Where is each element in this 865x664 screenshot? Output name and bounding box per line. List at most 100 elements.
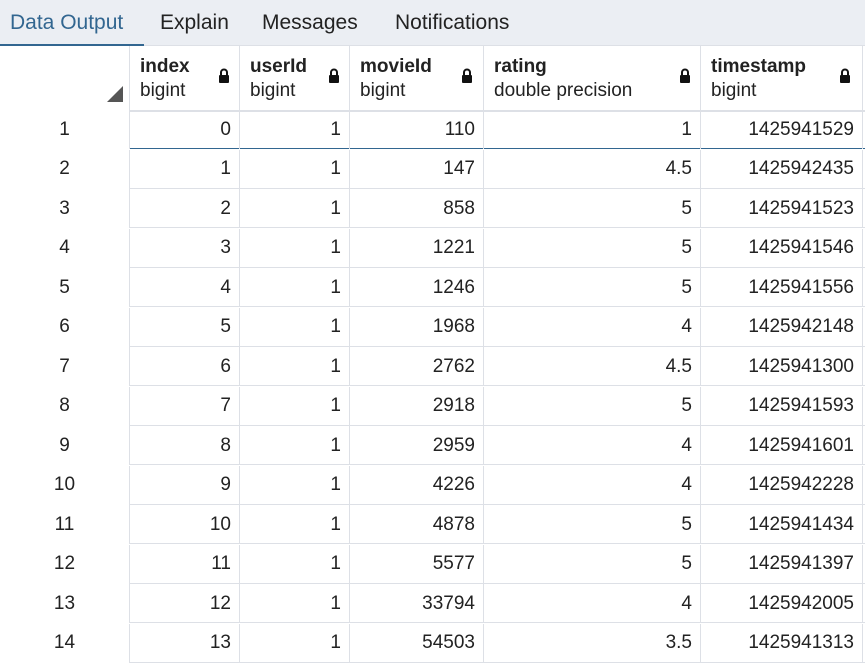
table-cell[interactable]: 1425941313	[701, 623, 863, 663]
table-cell[interactable]: 2959	[350, 426, 484, 465]
table-cell[interactable]: 13	[130, 623, 240, 663]
tab-notifications[interactable]: Notifications	[395, 0, 535, 46]
table-cell[interactable]: 1425941556	[701, 268, 863, 307]
table-cell[interactable]: 1221	[350, 228, 484, 268]
table-cell[interactable]: 1425942228	[701, 465, 863, 505]
table-cell[interactable]: 1425941523	[701, 189, 863, 228]
table-cell[interactable]: 4.5	[484, 347, 701, 386]
table-cell[interactable]: 858	[350, 189, 484, 228]
table-row[interactable]: 4 3 1 1221 5 1425941546	[0, 228, 865, 268]
column-header-userid[interactable]: userId bigint	[240, 46, 350, 110]
table-cell[interactable]: 1	[240, 268, 350, 307]
table-cell[interactable]: 5	[484, 189, 701, 228]
row-number[interactable]: 8	[0, 386, 130, 426]
table-cell[interactable]: 1425941546	[701, 228, 863, 268]
table-cell[interactable]: 1	[240, 465, 350, 505]
table-row[interactable]: 8 7 1 2918 5 1425941593	[0, 386, 865, 426]
table-cell[interactable]: 33794	[350, 584, 484, 623]
table-cell[interactable]: 2	[130, 189, 240, 228]
table-cell[interactable]: 4.5	[484, 149, 701, 189]
table-cell[interactable]: 1	[240, 584, 350, 623]
table-cell[interactable]: 1425942148	[701, 307, 863, 347]
row-number[interactable]: 3	[0, 189, 130, 228]
column-header-timestamp[interactable]: timestamp bigint	[701, 46, 863, 110]
table-cell[interactable]: 5	[130, 307, 240, 347]
row-number[interactable]: 6	[0, 307, 130, 347]
table-cell[interactable]: 1425941601	[701, 426, 863, 465]
table-cell[interactable]: 4	[484, 307, 701, 347]
row-header-corner[interactable]	[0, 46, 130, 110]
table-cell[interactable]: 1	[240, 426, 350, 465]
table-cell[interactable]: 5	[484, 544, 701, 584]
table-cell[interactable]: 6	[130, 347, 240, 386]
tab-messages[interactable]: Messages	[262, 0, 372, 46]
table-cell[interactable]: 10	[130, 505, 240, 544]
row-number[interactable]: 7	[0, 347, 130, 386]
table-row[interactable]: 13 12 1 33794 4 1425942005	[0, 584, 865, 623]
table-cell[interactable]: 4	[484, 465, 701, 505]
table-cell[interactable]: 4226	[350, 465, 484, 505]
table-cell[interactable]: 147	[350, 149, 484, 189]
table-cell[interactable]: 1	[240, 110, 350, 149]
table-cell[interactable]: 7	[130, 386, 240, 426]
table-cell[interactable]: 4878	[350, 505, 484, 544]
table-cell[interactable]: 1	[240, 307, 350, 347]
row-number[interactable]: 13	[0, 584, 130, 623]
table-cell[interactable]: 12	[130, 584, 240, 623]
tab-data-output[interactable]: Data Output	[0, 0, 144, 47]
table-cell[interactable]: 1	[240, 347, 350, 386]
table-cell[interactable]: 1425942435	[701, 149, 863, 189]
table-cell[interactable]: 4	[484, 426, 701, 465]
table-cell[interactable]: 1425942005	[701, 584, 863, 623]
table-cell[interactable]: 1	[240, 189, 350, 228]
table-row[interactable]: 7 6 1 2762 4.5 1425941300	[0, 347, 865, 386]
table-row[interactable]: 14 13 1 54503 3.5 1425941313	[0, 623, 865, 663]
row-number[interactable]: 9	[0, 426, 130, 465]
table-cell[interactable]: 5	[484, 268, 701, 307]
table-cell[interactable]: 110	[350, 110, 484, 149]
table-cell[interactable]: 0	[130, 110, 240, 149]
table-cell[interactable]: 5	[484, 505, 701, 544]
table-cell[interactable]: 1	[484, 110, 701, 149]
column-header-rating[interactable]: rating double precision	[484, 46, 701, 110]
table-cell[interactable]: 5	[484, 228, 701, 268]
row-number[interactable]: 14	[0, 623, 130, 663]
table-cell[interactable]: 1	[240, 228, 350, 268]
column-header-movieid[interactable]: movieId bigint	[350, 46, 484, 110]
table-cell[interactable]: 3	[130, 228, 240, 268]
table-row[interactable]: 5 4 1 1246 5 1425941556	[0, 268, 865, 307]
table-cell[interactable]: 1	[240, 149, 350, 189]
row-number[interactable]: 12	[0, 544, 130, 584]
table-row[interactable]: 6 5 1 1968 4 1425942148	[0, 307, 865, 347]
table-row[interactable]: 2 1 1 147 4.5 1425942435	[0, 149, 865, 189]
table-row[interactable]: 11 10 1 4878 5 1425941434	[0, 505, 865, 544]
table-row[interactable]: 3 2 1 858 5 1425941523	[0, 189, 865, 228]
table-cell[interactable]: 1	[240, 505, 350, 544]
row-number[interactable]: 11	[0, 505, 130, 544]
table-cell[interactable]: 4	[484, 584, 701, 623]
tab-explain[interactable]: Explain	[160, 0, 250, 46]
table-cell[interactable]: 1425941593	[701, 386, 863, 426]
table-cell[interactable]: 1425941434	[701, 505, 863, 544]
table-row[interactable]: 9 8 1 2959 4 1425941601	[0, 426, 865, 465]
row-number[interactable]: 1	[0, 110, 130, 149]
table-cell[interactable]: 54503	[350, 623, 484, 663]
table-cell[interactable]: 1968	[350, 307, 484, 347]
table-cell[interactable]: 8	[130, 426, 240, 465]
row-number[interactable]: 10	[0, 465, 130, 505]
table-cell[interactable]: 1425941300	[701, 347, 863, 386]
table-row[interactable]: 1 0 1 110 1 1425941529	[0, 110, 865, 149]
column-header-index[interactable]: index bigint	[130, 46, 240, 110]
table-cell[interactable]: 5577	[350, 544, 484, 584]
table-cell[interactable]: 1	[240, 544, 350, 584]
table-cell[interactable]: 1246	[350, 268, 484, 307]
table-cell[interactable]: 1425941529	[701, 110, 863, 149]
table-cell[interactable]: 2918	[350, 386, 484, 426]
table-cell[interactable]: 1	[130, 149, 240, 189]
table-cell[interactable]: 5	[484, 386, 701, 426]
table-row[interactable]: 12 11 1 5577 5 1425941397	[0, 544, 865, 584]
row-number[interactable]: 4	[0, 228, 130, 268]
table-cell[interactable]: 4	[130, 268, 240, 307]
table-cell[interactable]: 3.5	[484, 623, 701, 663]
table-cell[interactable]: 1	[240, 386, 350, 426]
